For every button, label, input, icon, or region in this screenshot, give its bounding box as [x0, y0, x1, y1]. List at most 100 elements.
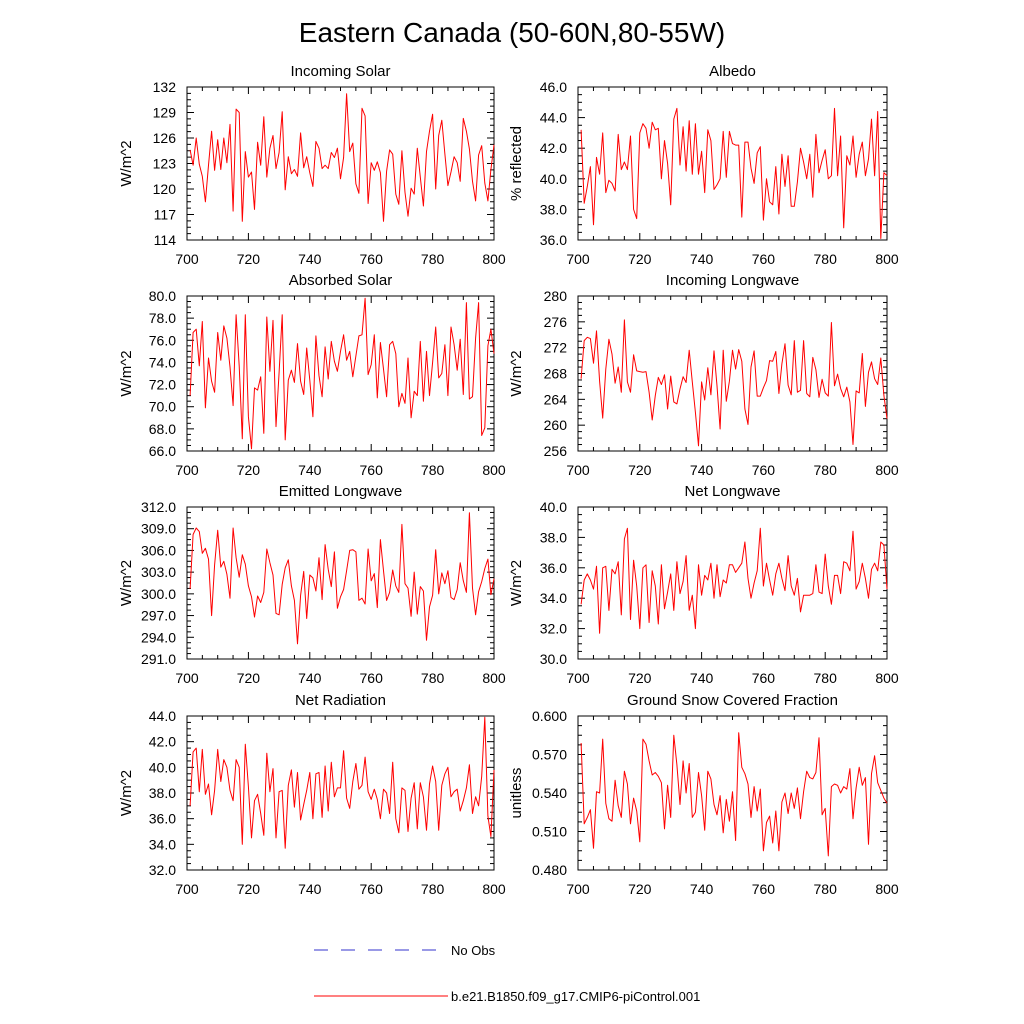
x-tick-label: 780	[814, 881, 838, 897]
y-tick-label: 72.0	[149, 377, 176, 393]
series-line	[580, 527, 888, 634]
y-tick-label: 0.540	[532, 785, 567, 801]
y-tick-label: 74.0	[149, 354, 176, 370]
y-tick-label: 309.0	[141, 521, 176, 537]
y-tick-label: 44.0	[540, 110, 567, 126]
x-tick-label: 740	[690, 670, 714, 686]
y-axis-label: unitless	[508, 768, 525, 819]
y-tick-label: 68.0	[149, 421, 176, 437]
y-tick-label: 42.0	[540, 140, 567, 156]
y-tick-label: 34.0	[149, 836, 176, 852]
series-line	[580, 319, 888, 447]
panel-title: Incoming Longwave	[666, 272, 799, 289]
y-tick-label: 38.0	[149, 785, 176, 801]
y-axis-label: W/m^2	[118, 140, 135, 186]
y-tick-label: 297.0	[141, 608, 176, 624]
x-tick-label: 780	[421, 462, 445, 478]
series-line	[580, 107, 888, 239]
x-tick-label: 720	[628, 670, 652, 686]
y-tick-label: 256	[544, 443, 568, 459]
plot-frame	[577, 86, 888, 241]
panel-7: Ground Snow Covered Fraction 700 720 740 760…	[508, 692, 899, 897]
y-tick-label: 123	[153, 156, 177, 172]
x-tick-label: 760	[752, 462, 776, 478]
x-tick-label: 800	[875, 251, 899, 267]
plot-frame	[577, 295, 888, 452]
y-tick-label: 291.0	[141, 651, 176, 667]
series-line	[189, 93, 495, 222]
series-line	[189, 512, 495, 645]
x-tick-label: 800	[482, 251, 506, 267]
y-tick-label: 129	[153, 105, 177, 121]
y-tick-label: 260	[544, 417, 568, 433]
plot-frame	[186, 86, 495, 241]
y-tick-label: 0.600	[532, 708, 567, 724]
legend: No Obs b.e21.B1850.f09_g17.CMIP6-piContr…	[314, 943, 700, 1004]
plot-frame	[577, 506, 888, 660]
x-tick-label: 760	[360, 251, 384, 267]
y-tick-label: 36.0	[149, 811, 176, 827]
y-tick-label: 40.0	[540, 171, 567, 187]
x-tick-label: 800	[875, 881, 899, 897]
x-tick-label: 760	[360, 462, 384, 478]
y-tick-label: 132	[153, 79, 177, 95]
y-tick-label: 306.0	[141, 542, 176, 558]
series-line	[580, 732, 888, 857]
x-tick-label: 760	[752, 881, 776, 897]
y-tick-label: 272	[544, 340, 568, 356]
y-tick-label: 40.0	[149, 759, 176, 775]
plot-frame	[186, 715, 495, 871]
x-tick-label: 740	[298, 251, 322, 267]
x-tick-label: 740	[690, 462, 714, 478]
y-tick-label: 280	[544, 288, 568, 304]
x-tick-label: 740	[690, 251, 714, 267]
panel-1: Albedo 700 720 740 760 780 800 36.0 38.0 40.0 42.0…	[508, 63, 899, 267]
x-tick-label: 800	[482, 881, 506, 897]
y-tick-label: 80.0	[149, 288, 176, 304]
y-tick-label: 0.570	[532, 747, 567, 763]
x-tick-label: 760	[360, 881, 384, 897]
y-tick-label: 312.0	[141, 499, 176, 515]
panel-4: Emitted Longwave 700 720 740 760 780 800 291.0 2…	[118, 483, 506, 686]
y-tick-label: 34.0	[540, 590, 567, 606]
x-tick-label: 760	[752, 251, 776, 267]
x-tick-label: 700	[175, 881, 199, 897]
y-tick-label: 42.0	[149, 734, 176, 750]
y-axis-label: W/m^2	[118, 560, 135, 606]
series-line	[189, 716, 495, 849]
y-tick-label: 126	[153, 130, 177, 146]
x-tick-label: 800	[482, 462, 506, 478]
panel-3: Incoming Longwave 700 720 740 760 780 800 256 26…	[508, 272, 899, 478]
y-tick-label: 78.0	[149, 310, 176, 326]
x-tick-label: 740	[298, 462, 322, 478]
x-tick-label: 780	[814, 251, 838, 267]
x-tick-label: 700	[566, 251, 590, 267]
y-tick-label: 0.510	[532, 824, 567, 840]
y-tick-label: 40.0	[540, 499, 567, 515]
x-tick-label: 760	[360, 670, 384, 686]
x-tick-label: 800	[875, 462, 899, 478]
x-tick-label: 780	[421, 670, 445, 686]
panel-title: Albedo	[709, 63, 756, 80]
x-tick-label: 800	[875, 670, 899, 686]
y-axis-label: W/m^2	[118, 350, 135, 396]
y-tick-label: 294.0	[141, 629, 176, 645]
y-tick-label: 117	[154, 207, 177, 223]
panels: Incoming Solar 700 720 740 760 780 800 114 117 12…	[118, 63, 899, 897]
y-tick-label: 303.0	[141, 564, 176, 580]
y-tick-label: 70.0	[149, 399, 176, 415]
y-tick-label: 38.0	[540, 529, 567, 545]
panel-title: Emitted Longwave	[279, 483, 402, 500]
x-tick-label: 700	[175, 670, 199, 686]
legend-model-label: b.e21.B1850.f09_g17.CMIP6-piControl.001	[451, 989, 700, 1004]
figure-title: Eastern Canada (50-60N,80-55W)	[299, 17, 725, 48]
y-tick-label: 76.0	[149, 332, 176, 348]
x-tick-label: 780	[814, 462, 838, 478]
y-tick-label: 120	[153, 181, 177, 197]
x-tick-label: 720	[628, 251, 652, 267]
y-tick-label: 44.0	[149, 708, 176, 724]
y-tick-label: 32.0	[540, 621, 567, 637]
panel-title: Net Radiation	[295, 692, 386, 709]
x-tick-label: 740	[690, 881, 714, 897]
